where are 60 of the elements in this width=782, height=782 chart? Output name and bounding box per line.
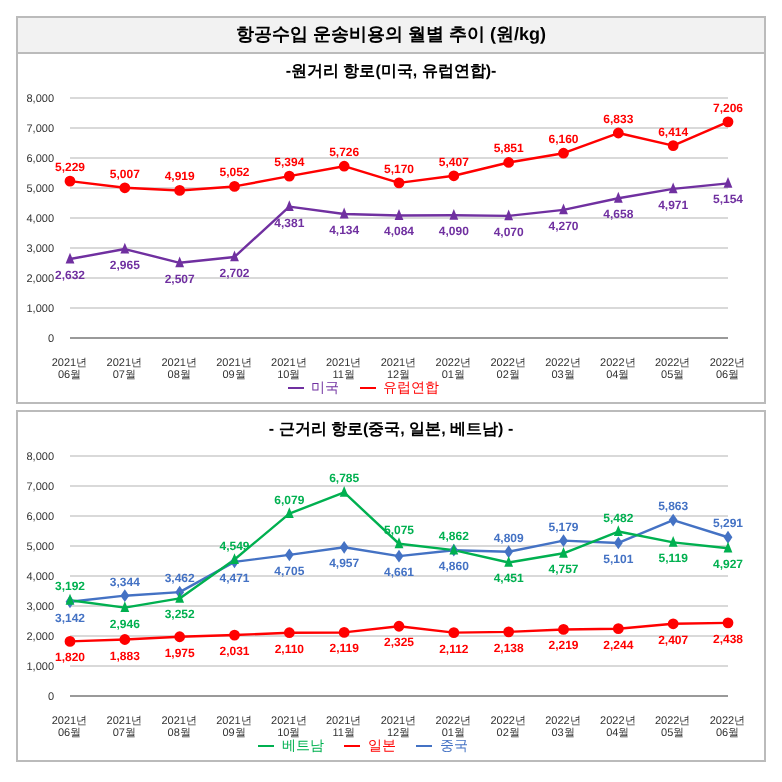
point <box>283 627 295 639</box>
point <box>668 536 678 547</box>
point <box>558 147 569 159</box>
point <box>723 530 733 544</box>
point <box>394 537 404 549</box>
point <box>338 627 350 638</box>
point <box>338 160 350 172</box>
point <box>283 170 295 182</box>
point <box>175 592 185 603</box>
point <box>119 182 131 194</box>
point <box>393 620 405 632</box>
point <box>668 182 678 194</box>
chart-title: 항공수입 운송비용의 월별 추이 (원/kg) <box>18 18 764 54</box>
point <box>612 623 624 635</box>
point <box>230 553 239 564</box>
point <box>723 176 733 188</box>
point <box>667 618 679 630</box>
point <box>120 242 130 254</box>
point <box>394 549 404 563</box>
point <box>504 556 514 567</box>
point <box>448 627 460 639</box>
point <box>613 525 623 536</box>
point <box>722 116 734 128</box>
point <box>393 177 405 189</box>
point <box>339 540 349 554</box>
point <box>559 546 568 558</box>
point <box>174 631 186 643</box>
point <box>229 181 240 192</box>
chart-title: - 근거리 항로(중국, 일본, 베트남) - <box>266 418 516 440</box>
point <box>504 545 514 559</box>
point <box>65 252 75 264</box>
point <box>558 624 569 635</box>
point <box>723 541 733 553</box>
point <box>284 200 294 211</box>
point <box>448 170 460 182</box>
point <box>559 203 568 215</box>
point <box>503 157 515 168</box>
point <box>394 209 404 220</box>
point <box>339 486 349 497</box>
point <box>613 536 623 550</box>
point <box>612 127 624 139</box>
point <box>339 207 349 219</box>
point <box>119 634 131 645</box>
point <box>504 209 514 221</box>
point <box>64 175 76 187</box>
point <box>64 636 76 647</box>
point <box>667 140 679 151</box>
point <box>668 513 678 527</box>
point <box>175 256 185 268</box>
chart-subtitle: -원거리 항로(미국, 유럽연합)- <box>283 60 499 82</box>
point <box>174 185 186 196</box>
point <box>503 626 515 638</box>
point <box>120 589 130 603</box>
point <box>230 250 239 262</box>
point <box>120 601 130 613</box>
point <box>229 629 240 641</box>
point <box>722 617 734 629</box>
point <box>613 191 623 203</box>
point <box>284 548 294 562</box>
point <box>449 208 459 220</box>
